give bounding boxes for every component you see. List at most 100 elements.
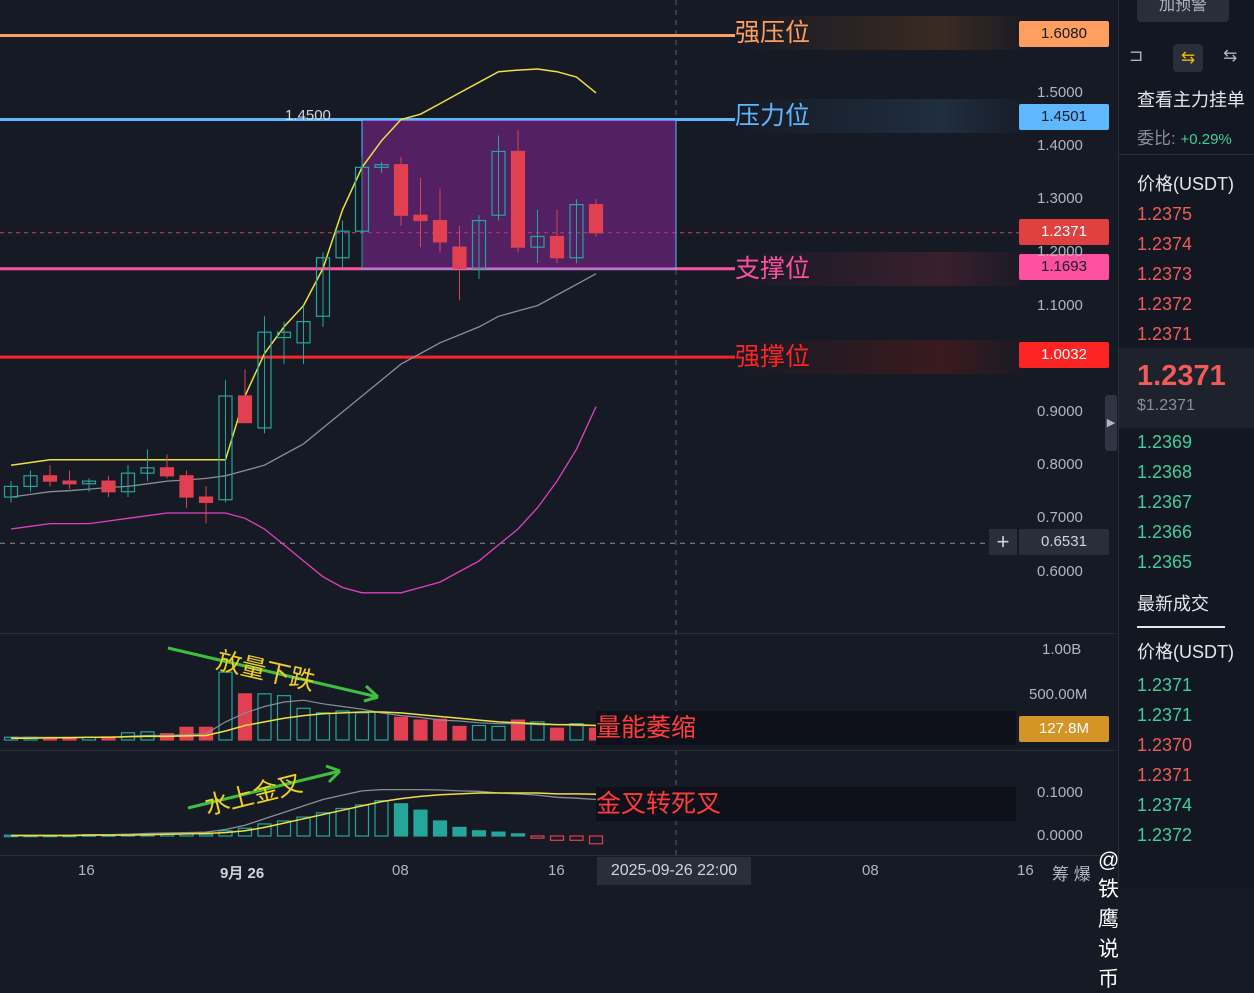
level-label-support: 支撑位 [735, 252, 1033, 286]
pane-divider [0, 750, 1115, 751]
level-label-strong-resistance: 强压位 [735, 16, 1033, 50]
arrowhead [363, 684, 380, 703]
layout-icon[interactable]: ⊐ [1129, 46, 1144, 65]
candle-body [354, 166, 370, 232]
watermark: @铁鹰说币 [1098, 849, 1120, 991]
candle-body [276, 331, 292, 339]
volume-bar [354, 712, 370, 741]
orderbook-panel: 加预警 ⊐ ⇆ ⇆ 查看主力挂单 委比: +0.29% 价格(USDT) 1.2… [1118, 0, 1254, 888]
ask-price[interactable]: 1.2372 [1137, 294, 1193, 314]
candle-body [471, 219, 487, 270]
price-tag-current: 1.2371 [1019, 219, 1109, 245]
trade-price: 1.2371 [1137, 675, 1193, 695]
tab-underline [1137, 626, 1225, 628]
candle-body [296, 320, 311, 344]
price-tick-label: 1.2000 [1037, 243, 1083, 261]
price-tag-crosshair: 0.6531 [1019, 529, 1109, 555]
price-tick-label: 0.9000 [1037, 402, 1083, 420]
macd-histogram-bar [198, 833, 214, 837]
divider [1119, 154, 1254, 155]
trend-arrow [187, 769, 341, 810]
volume-bar [237, 693, 253, 741]
orderbook-mode-icon-2[interactable]: ⇆ [1223, 46, 1238, 65]
volume-bar [491, 725, 506, 741]
macd-histogram-bar [432, 820, 448, 837]
ratio-value: +0.29% [1180, 131, 1232, 148]
price-tick-label: 0.7000 [1037, 509, 1083, 527]
candle-body [413, 214, 428, 222]
candle-body [179, 475, 194, 498]
last-price-usd: $1.2371 [1137, 397, 1195, 414]
macd-histogram-bar [471, 830, 487, 837]
macd-histogram-bar [315, 812, 331, 837]
orderbook-mode-icon[interactable]: ⇆ [1173, 44, 1203, 72]
macd-histogram-bar [393, 803, 409, 837]
add-alert-button[interactable]: 加预警 [1137, 0, 1229, 22]
macd-histogram-bar [276, 820, 292, 837]
arrowhead [325, 764, 342, 784]
bid-price[interactable]: 1.2367 [1137, 492, 1193, 512]
candle-body [159, 467, 175, 477]
candle-body [140, 467, 155, 474]
x-label: 16 [78, 862, 95, 879]
annotation-macd-cross: 水上金叉 [201, 768, 305, 820]
candle-body [237, 395, 253, 424]
ask-price[interactable]: 1.2373 [1137, 264, 1193, 284]
candle-body [81, 480, 97, 485]
price-header: 价格(USDT) [1137, 174, 1234, 194]
macd-tick-label: 0.0000 [1037, 827, 1083, 844]
macd-tick-label: 0.1000 [1037, 784, 1083, 801]
ask-price[interactable]: 1.2371 [1137, 324, 1193, 344]
price-tag-strong-support: 1.0032 [1019, 342, 1109, 368]
candle-body [432, 219, 448, 243]
trade-price: 1.2371 [1137, 765, 1193, 785]
bid-price[interactable]: 1.2366 [1137, 522, 1193, 542]
volume-bar [452, 725, 467, 741]
volume-bar [393, 716, 409, 741]
price-tick-label: 0.6000 [1037, 562, 1083, 580]
bid-price[interactable]: 1.2368 [1137, 462, 1193, 482]
candle-body [62, 480, 77, 485]
pane-divider [0, 855, 1115, 856]
candle-body [101, 480, 116, 493]
macd-histogram-bar [335, 807, 350, 837]
candle-body [42, 475, 58, 482]
bid-price[interactable]: 1.2365 [1137, 552, 1193, 572]
candle-body [315, 257, 331, 317]
macd-dea-line [11, 792, 597, 837]
macd-histogram-bar [588, 835, 604, 845]
level-label-resistance: 压力位 [735, 99, 1033, 133]
candle-body [120, 472, 136, 493]
candle-body [218, 395, 233, 501]
bid-price[interactable]: 1.2369 [1137, 432, 1193, 452]
ask-price[interactable]: 1.2375 [1137, 204, 1193, 224]
candle-body [549, 235, 565, 259]
volume-bar [510, 719, 526, 741]
x-label: 16 [548, 862, 565, 879]
x-label: 08 [392, 862, 409, 879]
trades-tab[interactable]: 最新成交 [1137, 594, 1209, 614]
price-chart[interactable]: 放量下跌 水上金叉 强压位 压力位 支撑位 强撑位 量能萎缩 金叉转死叉 1.60… [0, 0, 1119, 991]
box-price-label: 1.4500 [285, 107, 331, 124]
macd-histogram-bar [354, 804, 370, 837]
macd-histogram-bar [549, 835, 565, 841]
ask-price[interactable]: 1.2374 [1137, 234, 1193, 254]
volume-ma-short [11, 699, 596, 738]
trade-price: 1.2374 [1137, 795, 1193, 815]
volume-bar [218, 671, 233, 741]
panel-title[interactable]: 查看主力挂单 [1137, 90, 1245, 110]
candle-body [257, 331, 272, 429]
candle-body [335, 230, 350, 259]
price-tag-resistance: 1.4501 [1019, 104, 1109, 130]
collapse-panel-icon[interactable]: ▶ [1105, 395, 1117, 451]
volume-bar [315, 712, 331, 741]
trades-header: 价格(USDT) [1137, 642, 1234, 662]
macd-histogram-bar [296, 816, 311, 837]
volume-tag-current: 127.8M [1019, 716, 1109, 742]
crosshair-plus-icon[interactable]: + [989, 529, 1017, 555]
price-tick-label: 1.3000 [1037, 190, 1083, 208]
candle-body [530, 235, 545, 248]
volume-bar [296, 707, 311, 741]
trade-price: 1.2371 [1137, 705, 1193, 725]
last-price-box [1119, 348, 1254, 428]
